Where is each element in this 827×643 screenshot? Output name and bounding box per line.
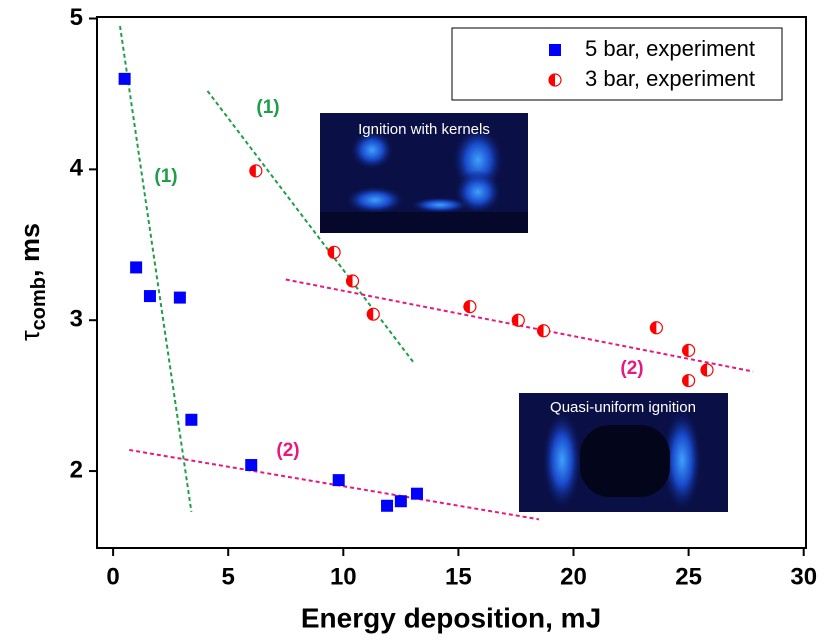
point — [332, 474, 345, 487]
fit-line — [206, 90, 416, 365]
legend-marker — [548, 73, 562, 87]
point-half — [463, 300, 470, 313]
point — [366, 307, 380, 321]
fit-label: (1) — [256, 97, 279, 118]
point — [249, 164, 263, 178]
point — [130, 261, 143, 274]
x-tick-label: 30 — [790, 563, 817, 590]
x-tick-label: 15 — [445, 563, 472, 590]
point — [536, 324, 551, 338]
point-half — [346, 274, 353, 287]
point-half — [328, 246, 335, 259]
point-half — [650, 321, 657, 334]
point — [143, 290, 156, 303]
point — [700, 363, 714, 377]
fit-label: (1) — [154, 166, 177, 187]
y-axis-subscript: comb — [28, 277, 50, 330]
point-half — [249, 164, 256, 177]
fit-line — [119, 25, 193, 512]
point-half — [682, 344, 689, 357]
point — [682, 343, 696, 357]
legend-label: 3 bar, experiment — [585, 66, 755, 91]
point — [463, 300, 477, 314]
fit-label: (2) — [276, 440, 299, 461]
plot-frame — [96, 16, 807, 549]
y-axis-unit: , ms — [15, 223, 45, 277]
x-tick-label: 5 — [222, 563, 235, 590]
legend-box — [451, 27, 783, 101]
x-tick-label: 0 — [106, 563, 119, 590]
point-half — [537, 324, 544, 337]
fit-line — [129, 448, 540, 521]
point — [394, 495, 407, 508]
point — [245, 459, 258, 472]
fit-label: (2) — [620, 358, 643, 379]
y-tick-label: 5 — [70, 4, 83, 31]
point — [327, 245, 341, 259]
point-half — [549, 74, 555, 86]
x-axis-title: Energy deposition, mJ — [301, 602, 601, 633]
inset-label: Quasi-uniform ignition — [550, 399, 696, 416]
inset-uniform: Quasi-uniform ignition — [519, 393, 728, 512]
point-half — [367, 308, 374, 321]
point — [682, 373, 696, 388]
point-half — [512, 314, 519, 327]
legend-marker — [549, 44, 561, 56]
point — [649, 321, 663, 335]
legend-label: 5 bar, experiment — [585, 36, 755, 61]
y-axis-symbol: τ — [15, 330, 45, 341]
point — [173, 291, 186, 304]
point — [410, 487, 423, 500]
point — [185, 413, 198, 426]
x-tick-label: 10 — [330, 563, 357, 590]
point — [118, 72, 131, 85]
point — [345, 274, 360, 288]
x-tick-label: 25 — [675, 563, 702, 590]
point-half — [682, 374, 689, 387]
point-half — [701, 363, 708, 376]
y-tick-label: 3 — [70, 306, 83, 333]
y-tick-label: 4 — [70, 155, 84, 182]
y-tick-label: 2 — [70, 456, 83, 483]
point — [511, 313, 525, 327]
point — [381, 499, 394, 512]
inset-kernels: Ignition with kernels — [320, 113, 528, 233]
y-axis-title: τcomb, ms — [15, 223, 50, 341]
inset-label: Ignition with kernels — [358, 121, 490, 138]
x-tick-label: 20 — [560, 563, 587, 590]
